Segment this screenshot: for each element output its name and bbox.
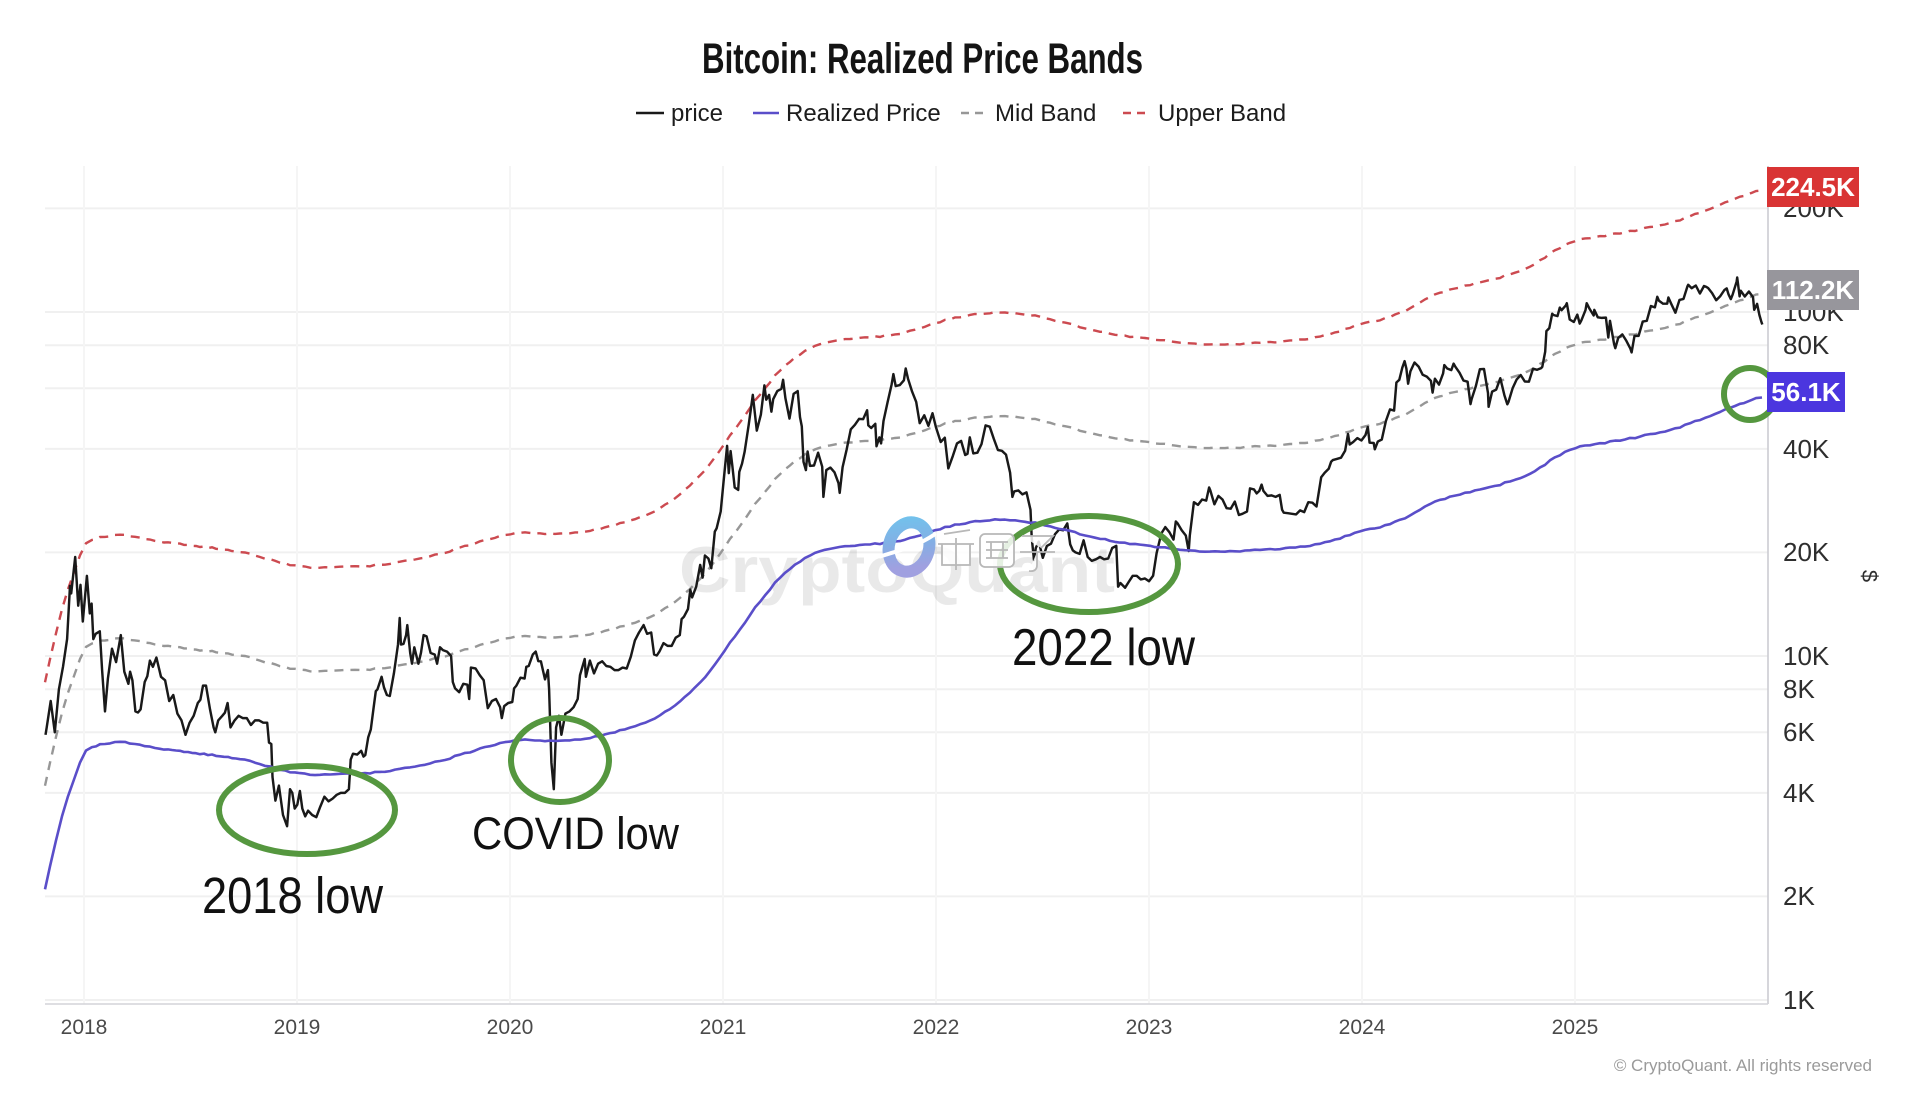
svg-text:112.2K: 112.2K xyxy=(1772,275,1855,305)
svg-text:2025: 2025 xyxy=(1552,1016,1599,1039)
svg-text:1K: 1K xyxy=(1783,985,1815,1015)
svg-text:80K: 80K xyxy=(1783,330,1830,360)
svg-text:2020: 2020 xyxy=(487,1016,534,1039)
svg-text:2024: 2024 xyxy=(1339,1016,1386,1039)
svg-text:2K: 2K xyxy=(1783,881,1815,911)
svg-text:© CryptoQuant. All rights rese: © CryptoQuant. All rights reserved xyxy=(1614,1056,1872,1075)
svg-text:20K: 20K xyxy=(1783,537,1830,567)
svg-text:10K: 10K xyxy=(1783,641,1830,671)
svg-text:8K: 8K xyxy=(1783,674,1815,704)
svg-text:Upper Band: Upper Band xyxy=(1158,100,1286,127)
svg-text:$: $ xyxy=(1857,570,1882,582)
svg-text:2018 low: 2018 low xyxy=(202,867,383,924)
svg-text:40K: 40K xyxy=(1783,434,1830,464)
svg-text:56.1K: 56.1K xyxy=(1771,377,1841,407)
svg-text:COVID low: COVID low xyxy=(472,808,679,859)
svg-text:6K: 6K xyxy=(1783,717,1815,747)
svg-text:4K: 4K xyxy=(1783,778,1815,808)
svg-text:price: price xyxy=(671,100,723,127)
svg-text:2022 low: 2022 low xyxy=(1012,619,1195,677)
svg-text:2022: 2022 xyxy=(913,1016,960,1039)
svg-text:Realized Price: Realized Price xyxy=(786,100,941,127)
svg-text:Bitcoin: Realized Price Bands: Bitcoin: Realized Price Bands xyxy=(702,35,1143,83)
svg-text:2021: 2021 xyxy=(700,1016,747,1039)
svg-text:224.5K: 224.5K xyxy=(1771,172,1855,202)
svg-text:Mid Band: Mid Band xyxy=(995,100,1096,127)
svg-text:2018: 2018 xyxy=(61,1016,108,1039)
svg-text:2023: 2023 xyxy=(1126,1016,1173,1039)
svg-text:2019: 2019 xyxy=(274,1016,321,1039)
